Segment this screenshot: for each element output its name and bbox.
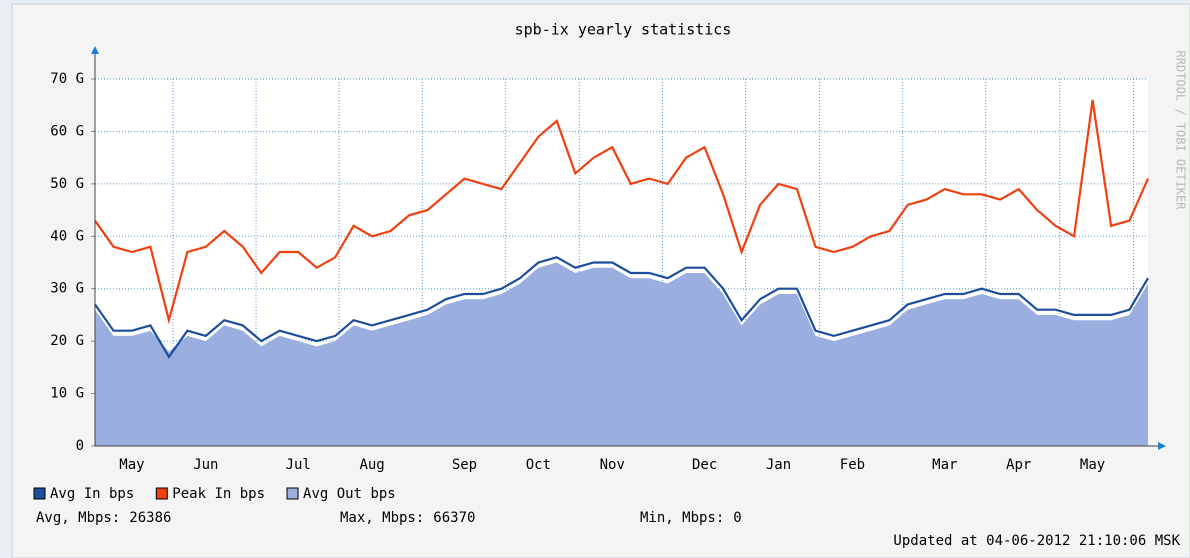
x-tick-label: May [119, 457, 144, 473]
stat-value: 26386 [129, 510, 171, 526]
x-tick-label: Jan [766, 457, 791, 473]
legend-swatch [33, 487, 46, 500]
x-axis-arrow [1158, 442, 1166, 450]
x-tick-label: Oct [526, 457, 551, 473]
updated-text: Updated at 04-06-2012 21:10:06 MSK [893, 533, 1180, 549]
y-axis-arrow [91, 46, 99, 54]
x-tick-label: Apr [1006, 457, 1031, 473]
x-tick-label: Mar [932, 457, 957, 473]
side-label: RRDTOOL / TOBI OETIKER [1174, 51, 1188, 211]
y-tick-label: 50 G [50, 176, 84, 192]
y-tick-label: 20 G [50, 333, 84, 349]
legend-label: Avg In bps [50, 486, 134, 502]
legend-swatch [155, 487, 168, 500]
y-tick-label: 40 G [50, 228, 84, 244]
area [95, 262, 1148, 446]
stat-value: 66370 [433, 510, 475, 526]
x-tick-label: Feb [840, 457, 865, 473]
x-tick-label: Nov [600, 457, 625, 473]
y-tick-label: 10 G [50, 386, 84, 402]
stat-label: Avg, Mbps: [36, 510, 120, 526]
x-tick-label: Dec [692, 457, 717, 473]
x-tick-label: Sep [452, 457, 477, 473]
y-tick-label: 30 G [50, 281, 84, 297]
chart-title: spb-ix yearly statistics [515, 21, 732, 39]
line [94, 256, 1149, 359]
stat-value: 0 [733, 510, 741, 526]
y-tick-label: 70 G [50, 71, 84, 87]
x-tick-label: Jul [286, 457, 311, 473]
x-tick-label: Aug [359, 457, 384, 473]
y-tick-label: 60 G [50, 123, 84, 139]
legend-label: Avg Out bps [303, 486, 396, 502]
line [94, 99, 1150, 325]
stat-label: Min, Mbps: [640, 510, 724, 526]
x-tick-label: Jun [193, 457, 218, 473]
y-tick-label: 0 [76, 438, 84, 454]
x-tick-label: May [1080, 457, 1105, 473]
legend-label: Peak In bps [172, 486, 265, 502]
legend-swatch [286, 487, 299, 500]
stat-label: Max, Mbps: [340, 510, 424, 526]
